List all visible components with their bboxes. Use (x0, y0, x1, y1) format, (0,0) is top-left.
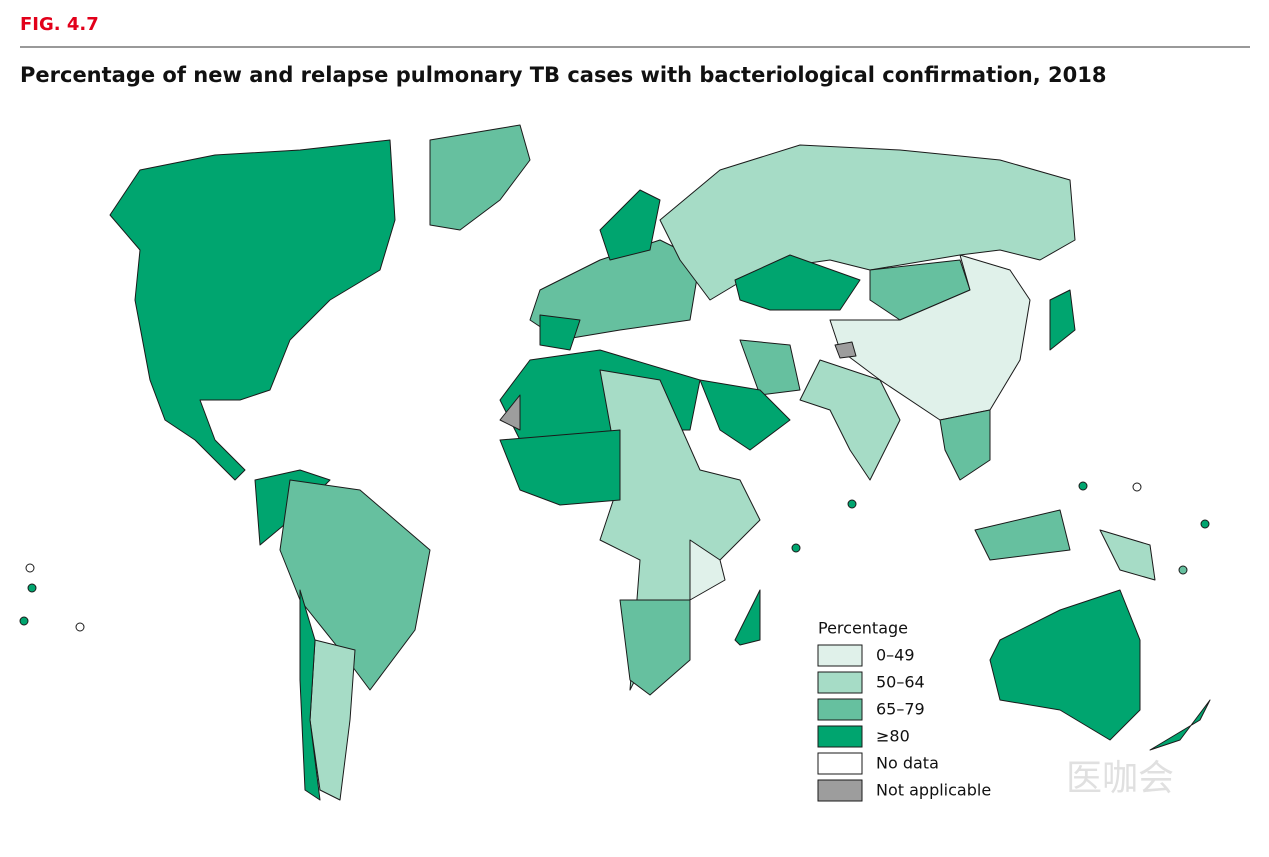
saudi-arabia (699, 379, 791, 451)
island (25, 563, 35, 573)
legend-swatch (817, 671, 863, 694)
island (1200, 519, 1210, 529)
island (791, 543, 801, 553)
indonesia (974, 509, 1071, 561)
figure-label: FIG. 4.7 (20, 14, 99, 35)
island (1178, 565, 1188, 575)
island (1132, 482, 1142, 492)
kazakhstan (734, 254, 861, 311)
legend-swatch (817, 752, 863, 775)
island (27, 583, 37, 593)
legend-title: Percentage (818, 619, 908, 638)
legend-swatch (817, 725, 863, 748)
legend-label: 65–79 (876, 700, 925, 719)
kashmir (834, 341, 857, 359)
brazil (279, 479, 431, 691)
legend-label: 0–49 (876, 646, 915, 665)
new-zealand (1149, 699, 1211, 751)
australia (989, 589, 1141, 741)
india (799, 359, 901, 481)
legend-swatch (817, 698, 863, 721)
world-map (19, 124, 1211, 801)
russia (659, 144, 1076, 301)
north-america (109, 139, 396, 481)
west-africa (499, 429, 621, 506)
legend-label: No data (876, 754, 939, 773)
southern-africa (619, 599, 691, 696)
island (1078, 481, 1088, 491)
east-africa (689, 539, 726, 601)
scandinavia (599, 189, 661, 261)
island (19, 616, 29, 626)
papua-new-guinea (1099, 529, 1156, 581)
chile (299, 589, 321, 801)
legend: 0–49 50–64 65–79 ≥80 No data Not applicable (817, 644, 991, 802)
island (75, 622, 85, 632)
japan (1049, 289, 1076, 351)
madagascar (734, 589, 761, 646)
southeast-asia (939, 409, 991, 481)
island (847, 499, 857, 509)
legend-label: 50–64 (876, 673, 925, 692)
iran (739, 339, 801, 396)
legend-label: ≥80 (876, 727, 910, 746)
legend-swatch (817, 779, 863, 802)
western-sahara (499, 394, 521, 431)
legend-label: Not applicable (876, 781, 991, 800)
figure-title: Percentage of new and relapse pulmonary … (20, 63, 1106, 87)
china (829, 254, 1031, 421)
spain (539, 314, 581, 351)
greenland (429, 124, 531, 231)
legend-swatch (817, 644, 863, 667)
watermark: 医咖会 (1066, 758, 1174, 799)
